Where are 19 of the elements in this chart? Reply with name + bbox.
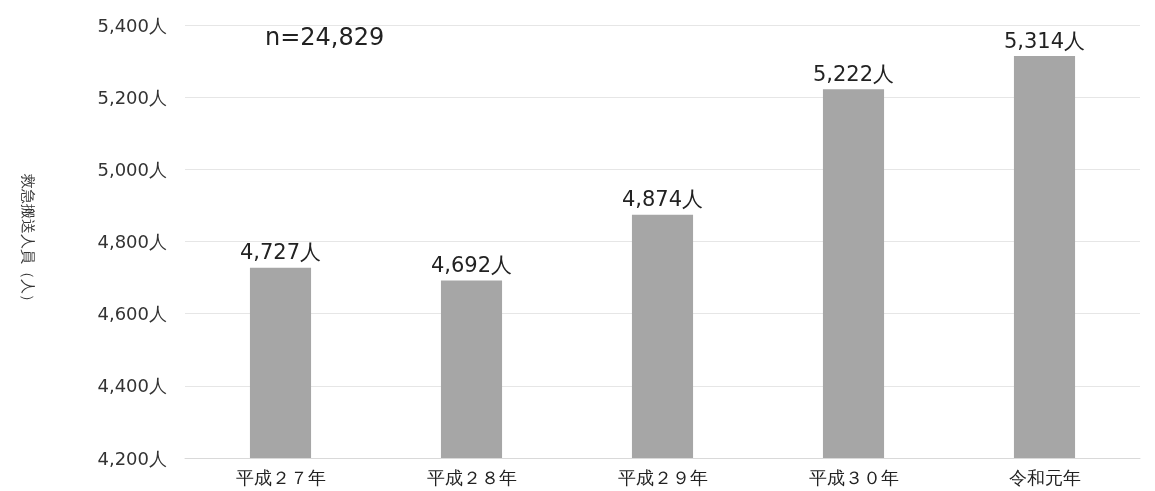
x-tick-label: 平成２８年 (426, 466, 517, 488)
x-tick-label: 平成３０年 (808, 466, 899, 488)
y-tick-label: 4,200人 (97, 447, 167, 469)
x-tick-label: 平成２７年 (235, 466, 326, 488)
annotation: n=24,829 (265, 23, 385, 51)
x-tick-label: 令和元年 (1008, 466, 1081, 488)
data-label: 5,314人 (1003, 28, 1086, 53)
data-label: 4,727人 (239, 240, 322, 265)
y-tick-label: 4,400人 (97, 375, 167, 397)
y-tick-label: 4,800人 (97, 231, 167, 252)
y-axis-title: 救急搬送人員（人） (18, 173, 37, 309)
y-tick-label: 5,200人 (97, 86, 167, 108)
data-label: 4,874人 (621, 187, 704, 212)
data-label: 4,692人 (430, 252, 513, 277)
y-tick-label: 4,600人 (97, 303, 167, 325)
y-tick-label: 5,000人 (97, 158, 167, 180)
y-tick-label: 5,400人 (97, 14, 167, 36)
data-label: 5,222人 (812, 61, 895, 86)
x-tick-label: 平成２９年 (617, 466, 708, 488)
